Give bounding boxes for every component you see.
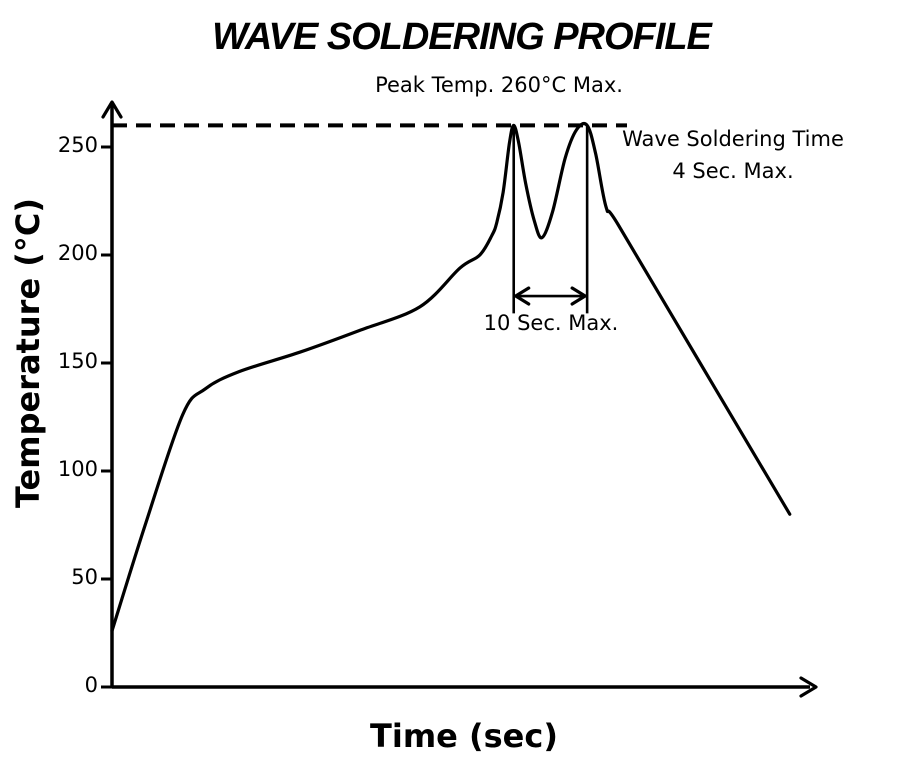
temperature-curve [110, 122, 792, 633]
y-tick-label: 150 [57, 349, 98, 373]
annotation-wave-soldering-time: Wave Soldering Time 4 Sec. Max. [622, 123, 844, 187]
y-tick-label: 250 [57, 133, 98, 157]
y-axis-arrowhead-icon [101, 100, 123, 119]
y-tick-label: 50 [71, 565, 98, 589]
dwell-arrow-left-head-icon [514, 286, 531, 306]
dwell-arrow-right-head-icon [570, 286, 587, 306]
x-axis-title: Time (sec) [370, 717, 558, 755]
y-tick-label: 0 [84, 673, 98, 697]
annotation-wave-time-line2: 4 Sec. Max. [672, 159, 794, 183]
chart-title: WAVE SOLDERING PROFILE [212, 16, 712, 58]
x-axis-arrowhead-icon [799, 676, 818, 698]
annotation-peak-temp: Peak Temp. 260°C Max. [375, 73, 623, 97]
annotation-dwell-time: 10 Sec. Max. [483, 311, 619, 335]
y-tick-label: 100 [57, 457, 98, 481]
annotation-wave-time-line1: Wave Soldering Time [622, 127, 844, 151]
y-tick-label: 200 [57, 241, 98, 265]
